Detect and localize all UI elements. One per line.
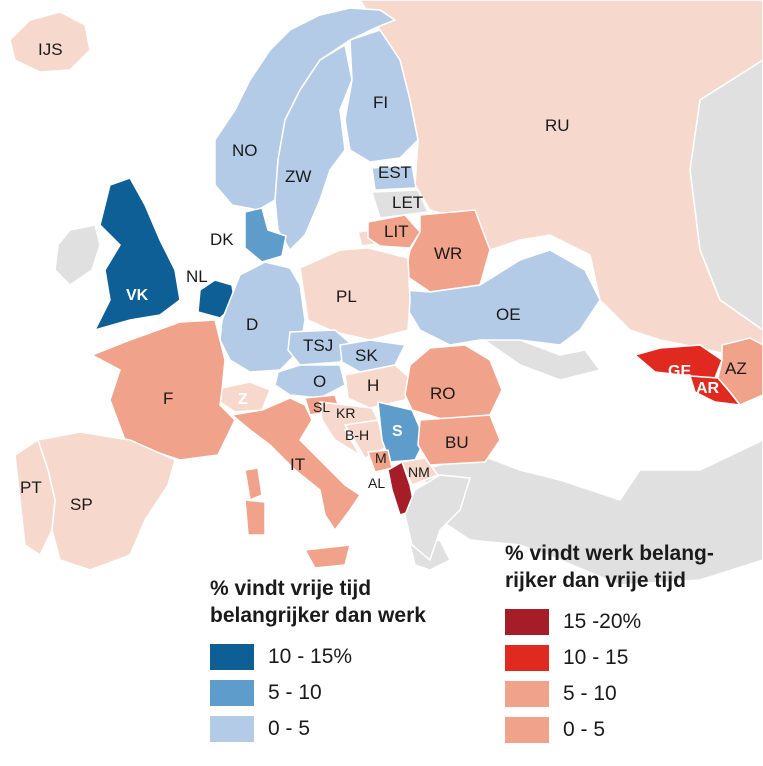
label-o: O (313, 372, 326, 391)
country-austria (274, 364, 346, 399)
country-russia (359, 0, 763, 356)
legend-work-title-line2: rijker dan vrije tijd (505, 569, 686, 592)
label-d: D (246, 315, 258, 334)
country-iceland (9, 11, 91, 73)
label-nl: NL (186, 267, 208, 286)
legend-work-item: 0 - 5 (505, 712, 755, 748)
label-ge: GE (668, 363, 691, 380)
legend-leisure-title-line1: % vindt vrije tijd (210, 577, 372, 600)
label-ro: RO (430, 384, 456, 403)
label-sk: SK (355, 346, 378, 365)
country-bulgaria (417, 414, 501, 466)
country-lithuania (367, 214, 421, 249)
country-sicily (303, 544, 351, 569)
country-sweden (274, 43, 353, 252)
label-vk: VK (126, 287, 149, 304)
label-kr: KR (336, 405, 355, 421)
label-nm: NM (408, 464, 430, 480)
legend-item-label: 0 - 5 (563, 718, 606, 741)
country-estonia (371, 164, 417, 191)
label-ar: AR (696, 380, 720, 397)
legend-item-label: 15 -20% (563, 610, 642, 633)
label-pt: PT (20, 478, 42, 497)
land-black-sea-shore (469, 329, 602, 381)
label-let: LET (392, 193, 423, 212)
land-turkey (418, 439, 763, 586)
country-azerbaijan (717, 337, 763, 406)
legend-item-label: 5 - 10 (268, 681, 322, 704)
legend-swatch (505, 645, 549, 671)
legend-leisure-item: 10 - 15% (210, 639, 470, 675)
country-romania (404, 344, 503, 421)
legend-swatch (210, 716, 254, 742)
label-f: F (163, 389, 173, 408)
legend-leisure: % vindt vrije tijd belangrijker dan werk… (210, 575, 470, 747)
country-italy (230, 397, 362, 532)
country-czechia (287, 329, 354, 366)
label-al: AL (368, 475, 385, 491)
label-it: IT (290, 455, 305, 474)
legend-swatch (505, 717, 549, 743)
legend-leisure-item: 0 - 5 (210, 711, 470, 747)
country-sardinia (244, 499, 266, 536)
country-georgia (633, 344, 723, 379)
country-labels: IJS NO ZW FI EST LET LIT WR RU DK VK NL … (20, 40, 747, 514)
legend-leisure-title-line2: belangrijker dan werk (210, 604, 426, 627)
legend-swatch (505, 681, 549, 707)
label-fi: FI (373, 93, 388, 112)
country-uk (93, 177, 181, 332)
label-bh: B-H (345, 427, 369, 443)
label-h: H (367, 376, 379, 395)
legend-item-label: 10 - 15% (268, 645, 353, 668)
legend-work-item: 15 -20% (505, 604, 755, 640)
label-wr: WR (434, 244, 462, 263)
legend-work-item: 10 - 15 (505, 640, 755, 676)
country-denmark (244, 207, 287, 263)
country-greece (404, 474, 471, 562)
label-m: M (375, 450, 387, 466)
legend-swatch (210, 644, 254, 670)
country-ukraine (404, 249, 601, 346)
legend-work: % vindt werk belang- rijker dan vrije ti… (505, 540, 755, 748)
country-france (90, 319, 236, 461)
country-latvia (370, 189, 430, 219)
label-sl: SL (313, 399, 330, 415)
legend-work-title-line1: % vindt werk belang- (505, 542, 714, 565)
label-no: NO (232, 141, 258, 160)
legend-item-label: 10 - 15 (563, 646, 629, 669)
legend-swatch (210, 680, 254, 706)
country-corsica (244, 467, 263, 502)
legend-work-title: % vindt werk belang- rijker dan vrije ti… (505, 540, 755, 594)
label-bu: BU (445, 433, 469, 452)
legend-work-item: 5 - 10 (505, 676, 755, 712)
land-ireland (54, 224, 101, 286)
label-ijs: IJS (38, 40, 63, 59)
label-s: S (392, 423, 403, 440)
legend-item-label: 5 - 10 (563, 682, 617, 705)
country-finland (344, 29, 419, 163)
legend-swatch (505, 609, 549, 635)
label-pl: PL (336, 287, 357, 306)
label-tsj: TSJ (303, 336, 333, 355)
legend-leisure-title: % vindt vrije tijd belangrijker dan werk (210, 575, 470, 629)
label-z: Z (238, 391, 248, 408)
label-zw: ZW (285, 167, 311, 186)
legend-item-label: 0 - 5 (268, 717, 311, 740)
label-dk: DK (210, 230, 234, 249)
label-sp: SP (70, 495, 93, 514)
country-poland (299, 247, 411, 341)
legend-leisure-item: 5 - 10 (210, 675, 470, 711)
label-oe: OE (496, 305, 521, 324)
label-est: EST (378, 163, 411, 182)
country-hungary (344, 364, 413, 409)
label-az: AZ (725, 359, 747, 378)
label-ru: RU (545, 116, 570, 135)
country-portugal (14, 438, 56, 557)
label-lit: LIT (384, 222, 409, 241)
